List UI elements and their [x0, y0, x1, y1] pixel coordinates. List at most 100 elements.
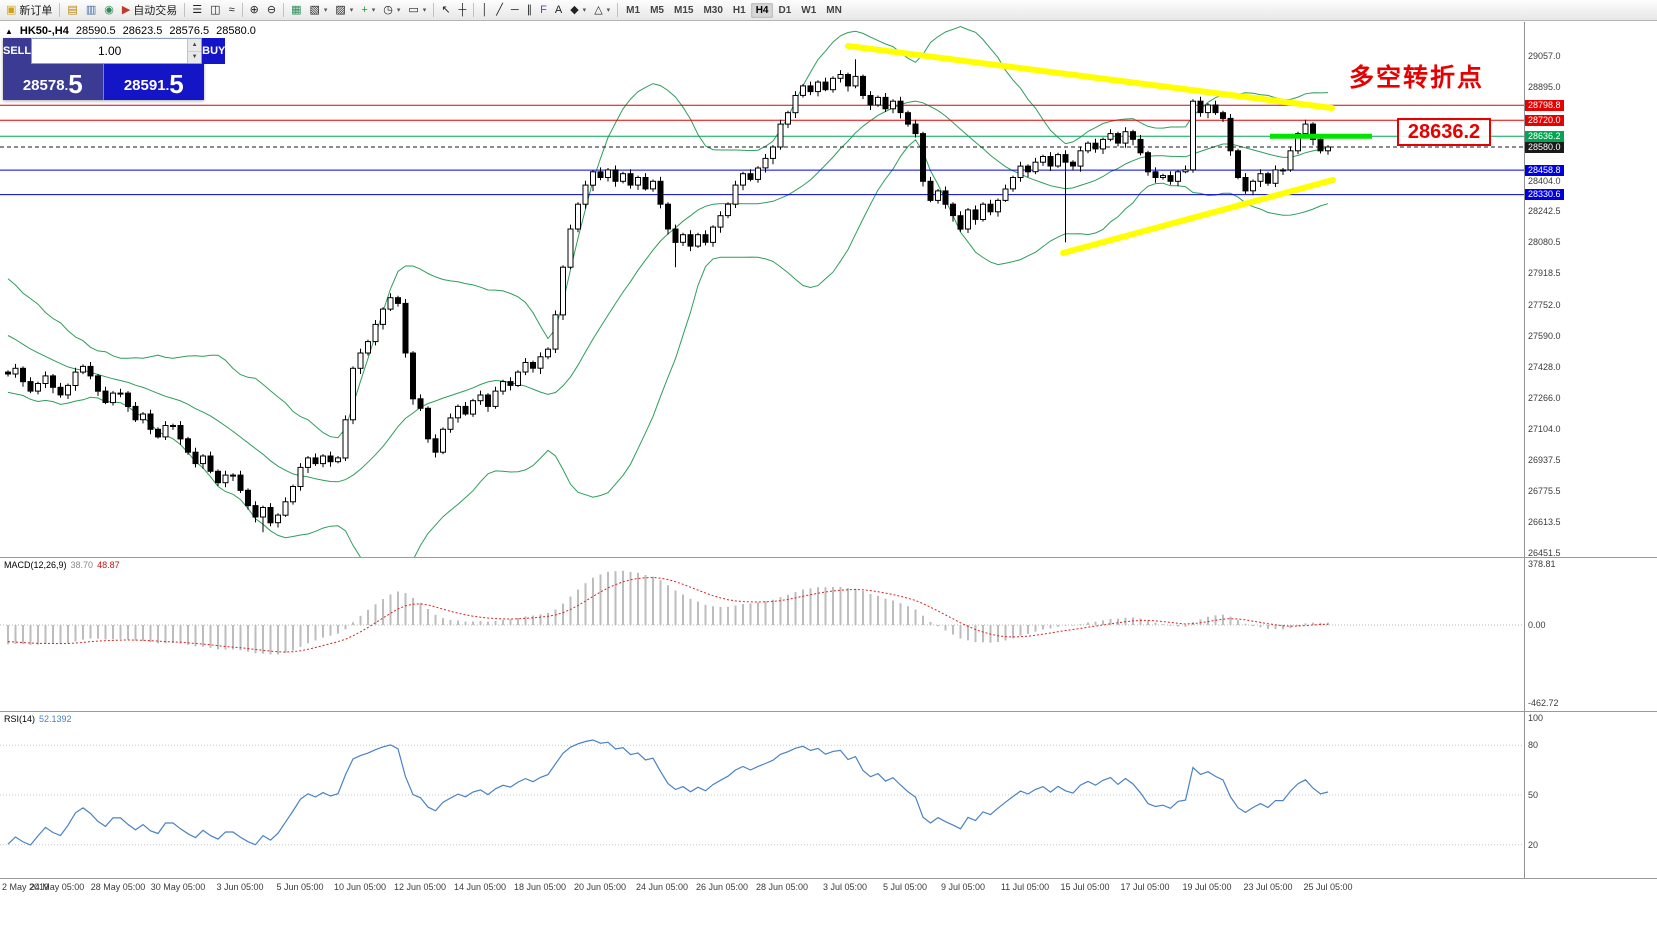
- template-button[interactable]: ▭ ▾: [404, 1, 430, 19]
- time-axis-label: 25 Jul 05:00: [1303, 882, 1353, 892]
- level-price-tag: 28330.6: [1525, 189, 1564, 201]
- volume-up-button[interactable]: ▲: [188, 39, 202, 52]
- timeframe-m30-button[interactable]: M30: [703, 4, 723, 16]
- rsi-indicator-label: RSI(14) 52.1392: [4, 714, 72, 724]
- refresh-icon-icon: ◉: [104, 3, 114, 16]
- time-axis-label: 30 May 05:00: [150, 882, 206, 892]
- rsi-axis-label: 20: [1528, 839, 1539, 850]
- bar-chart-mode-button[interactable]: ☰: [188, 1, 206, 19]
- time-axis-label: 15 Jul 05:00: [1060, 882, 1110, 892]
- price-axis-label: 27918.5: [1528, 268, 1561, 279]
- macd-value: 38.70: [70, 560, 94, 570]
- fibonacci-button[interactable]: F: [536, 1, 551, 19]
- dropdown-arrow-icon[interactable]: ▾: [606, 7, 611, 14]
- vertical-line-button[interactable]: │: [477, 1, 492, 19]
- timeframe-w1-button[interactable]: W1: [801, 4, 817, 16]
- timeframe-d1-button[interactable]: D1: [778, 4, 792, 16]
- dropdown-arrow-icon[interactable]: ▾: [323, 7, 328, 14]
- main-chart-panel[interactable]: ▲ HK50-,H4 28590.5 28623.5 28576.5 28580…: [0, 22, 1657, 558]
- time-axis-label: 3 Jun 05:00: [216, 882, 264, 892]
- time-axis[interactable]: 2 May 2019 24 May 05:00 28 May 05:00 30 May…: [0, 879, 1657, 945]
- panel-resize-divider[interactable]: [0, 711, 1657, 712]
- price-axis-label: 27428.0: [1528, 361, 1561, 372]
- panel-resize-divider[interactable]: [0, 878, 1657, 879]
- chart-shift-button[interactable]: ▨ ▾: [331, 1, 357, 19]
- timeframe-h4-button[interactable]: H4: [750, 2, 774, 18]
- volume-stepper[interactable]: ▲ ▼: [31, 38, 203, 64]
- auto-scroll-button[interactable]: ▧ ▾: [305, 1, 331, 19]
- time-axis-label: 10 Jun 05:00: [333, 882, 387, 892]
- macd-panel[interactable]: MACD(12,26,9) 38.70 48.87 378.81 0.00 -462.7…: [0, 558, 1657, 711]
- periods-button[interactable]: ◷ ▾: [379, 1, 404, 19]
- time-axis-label: 12 Jun 05:00: [393, 882, 447, 892]
- candlestick-mode-button[interactable]: ◫: [206, 1, 224, 19]
- level-price-tag: 28636.2: [1525, 130, 1564, 142]
- auto-trading-button[interactable]: ▶ 自动交易: [118, 1, 181, 19]
- sell-button[interactable]: SELL: [3, 38, 32, 64]
- time-axis-label: 23 Jul 05:00: [1243, 882, 1293, 892]
- vertical-line-icon: │: [481, 3, 489, 16]
- timeframe-m1-button[interactable]: M1: [626, 4, 641, 16]
- ohlc-low-value: 28576.5: [169, 25, 210, 37]
- price-axis-label: 27266.0: [1528, 392, 1561, 403]
- candlestick-chart[interactable]: [0, 22, 1524, 557]
- sell-price-dot: .: [64, 78, 69, 93]
- market-watch-icon-icon: ▥: [85, 3, 97, 16]
- tile-windows-button[interactable]: ▦: [287, 1, 305, 19]
- volume-input[interactable]: [32, 39, 188, 63]
- toolbar-separator: [433, 3, 435, 17]
- text-label-icon: A: [554, 3, 563, 16]
- horizontal-line-button[interactable]: ─: [507, 1, 523, 19]
- channel-icon: ∥: [526, 3, 533, 16]
- shapes-button[interactable]: △ ▾: [590, 1, 614, 19]
- price-axis-label: 28242.5: [1528, 206, 1561, 217]
- new-order-button-label: 新订单: [19, 5, 53, 17]
- cursor-button[interactable]: ↖: [437, 1, 454, 19]
- price-callout-box[interactable]: 28636.2: [1397, 118, 1491, 146]
- buy-button[interactable]: BUY: [202, 38, 226, 64]
- price-axis-label: 28404.0: [1528, 175, 1561, 186]
- buy-price-main: 28591: [123, 77, 166, 94]
- macd-axis-label: 378.81: [1528, 559, 1556, 569]
- rsi-panel[interactable]: RSI(14) 52.1392 100 80 50 20: [0, 712, 1657, 878]
- timeframe-mn-button[interactable]: MN: [826, 4, 842, 16]
- timeframe-h1-button[interactable]: H1: [732, 4, 746, 16]
- dropdown-arrow-icon[interactable]: ▾: [422, 7, 427, 14]
- market-watch-icon-button[interactable]: ▥: [82, 1, 100, 19]
- new-order-button[interactable]: ▣ 新订单: [2, 1, 56, 19]
- dropdown-arrow-icon[interactable]: ▾: [396, 7, 401, 14]
- volume-down-button[interactable]: ▼: [188, 51, 202, 63]
- charts-grid-icon-button[interactable]: ▤: [63, 1, 81, 19]
- arrows-button[interactable]: ◆ ▾: [566, 1, 590, 19]
- price-axis-label: 26613.5: [1528, 517, 1561, 528]
- crosshair-button[interactable]: ┼: [455, 1, 471, 19]
- zoom-out-button[interactable]: ⊖: [263, 1, 280, 19]
- line-chart-mode-button[interactable]: ≈: [225, 1, 239, 19]
- dropdown-arrow-icon[interactable]: ▾: [371, 7, 376, 14]
- dropdown-arrow-icon[interactable]: ▾: [349, 7, 354, 14]
- text-label-button[interactable]: A: [551, 1, 566, 19]
- channel-button[interactable]: ∥: [523, 1, 537, 19]
- rsi-value: 52.1392: [39, 714, 72, 724]
- refresh-icon-button[interactable]: ◉: [100, 1, 118, 19]
- toolbar-separator: [473, 3, 475, 17]
- one-click-trading-panel: SELL ▲ ▼ BUY 28578.5 28591.5: [3, 38, 226, 100]
- buy-price-button[interactable]: 28591. 5: [103, 64, 204, 100]
- sell-price-button[interactable]: 28578. 5: [3, 64, 104, 100]
- dropdown-arrow-icon[interactable]: ▾: [582, 7, 587, 14]
- price-axis-label: 28895.0: [1528, 81, 1561, 92]
- one-click-toggle-icon[interactable]: ▲: [5, 26, 13, 36]
- add-indicator-button[interactable]: + ▾: [357, 1, 379, 19]
- timeframe-m15-button[interactable]: M15: [673, 4, 694, 16]
- timeframe-m5-button[interactable]: M5: [650, 4, 664, 16]
- trendline-icon: ╱: [496, 3, 503, 16]
- price-axis-divider[interactable]: [1524, 22, 1525, 879]
- volume-spin-buttons: ▲ ▼: [187, 39, 202, 63]
- sell-price-frac: 5: [68, 69, 83, 99]
- zoom-in-button[interactable]: ⊕: [246, 1, 263, 19]
- toolbar-separator: [617, 3, 619, 17]
- ohlc-open-value: 28590.5: [75, 25, 116, 37]
- panel-resize-divider[interactable]: [0, 557, 1657, 558]
- trendline-button[interactable]: ╱: [492, 1, 507, 19]
- shapes-icon: △: [594, 3, 603, 16]
